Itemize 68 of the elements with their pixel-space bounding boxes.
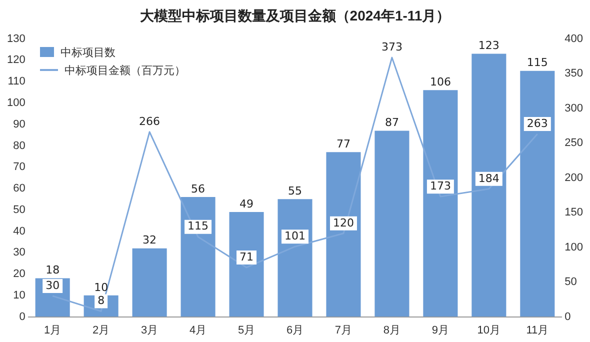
x-tick-label: 8月	[383, 324, 401, 336]
data-label: 32	[142, 234, 157, 247]
data-label: 173	[430, 179, 451, 192]
x-tick-label: 11月	[526, 324, 549, 336]
y2-tick-label: 50	[564, 276, 577, 288]
y-tick-label: 20	[13, 268, 26, 280]
y-tick-label: 0	[19, 310, 26, 323]
y-tick-label: 110	[8, 76, 26, 88]
data-label: 55	[288, 184, 302, 198]
legend-label: 中标项目金额（百万元）	[64, 62, 186, 78]
data-label: 184	[478, 172, 500, 185]
data-label: 56	[191, 182, 206, 196]
data-label: 10	[94, 280, 108, 294]
y2-tick-label: 250	[564, 137, 584, 150]
x-tick-label: 3月	[140, 324, 158, 336]
x-tick-label: 10月	[477, 324, 501, 336]
y-tick-label: 40	[13, 225, 26, 238]
y2-tick-label: 0	[564, 310, 571, 323]
y2-tick-label: 350	[564, 68, 584, 80]
data-label: 87	[384, 116, 399, 130]
y-tick-label: 100	[6, 96, 26, 109]
x-tick-label: 5月	[238, 324, 256, 336]
bar	[326, 152, 361, 317]
data-label: 266	[139, 114, 160, 128]
y-tick-label: 10	[13, 289, 26, 302]
data-label: 115	[526, 56, 548, 70]
y-tick-label: 120	[6, 54, 26, 66]
data-label: 71	[240, 250, 254, 264]
x-tick-label: 4月	[189, 324, 207, 336]
y2-tick-label: 100	[564, 241, 584, 254]
chart-title: 大模型中标项目数量及项目金额（2024年1-11月）	[140, 7, 450, 24]
data-label: 8	[98, 294, 105, 308]
data-label: 49	[240, 197, 254, 210]
data-label: 77	[336, 138, 350, 150]
bar	[132, 248, 167, 317]
y-tick-label: 50	[13, 204, 26, 216]
x-tick-label: 2月	[92, 324, 110, 336]
bar	[278, 199, 312, 317]
data-label: 106	[430, 75, 451, 88]
y-tick-label: 30	[13, 246, 26, 259]
bar	[374, 130, 410, 317]
data-label: 115	[188, 220, 209, 233]
data-label: 120	[332, 216, 354, 230]
y-tick-label: 90	[13, 118, 26, 130]
bar	[180, 197, 216, 317]
data-label: 101	[284, 229, 306, 242]
x-tick-label: 1月	[44, 324, 62, 336]
y-tick-label: 60	[13, 182, 26, 195]
bar	[229, 212, 264, 317]
y-tick-label: 70	[13, 161, 26, 174]
data-label: 30	[46, 278, 60, 292]
bar	[520, 70, 555, 317]
bar	[472, 54, 506, 317]
x-tick-label: 7月	[334, 324, 352, 336]
data-label: 373	[381, 40, 402, 54]
y2-tick-label: 300	[564, 102, 584, 114]
x-tick-label: 6月	[286, 324, 304, 336]
x-tick-label: 9月	[432, 324, 450, 336]
y-tick-label: 80	[13, 140, 26, 152]
data-label: 123	[478, 39, 500, 52]
data-label: 263	[526, 116, 548, 130]
bar	[423, 90, 458, 317]
y-tick-label: 130	[6, 32, 26, 45]
legend-label: 中标项目数	[60, 44, 116, 60]
y2-tick-label: 200	[564, 172, 584, 184]
data-label: 18	[46, 264, 60, 277]
y2-tick-label: 150	[564, 206, 584, 219]
y2-tick-label: 400	[564, 32, 584, 45]
